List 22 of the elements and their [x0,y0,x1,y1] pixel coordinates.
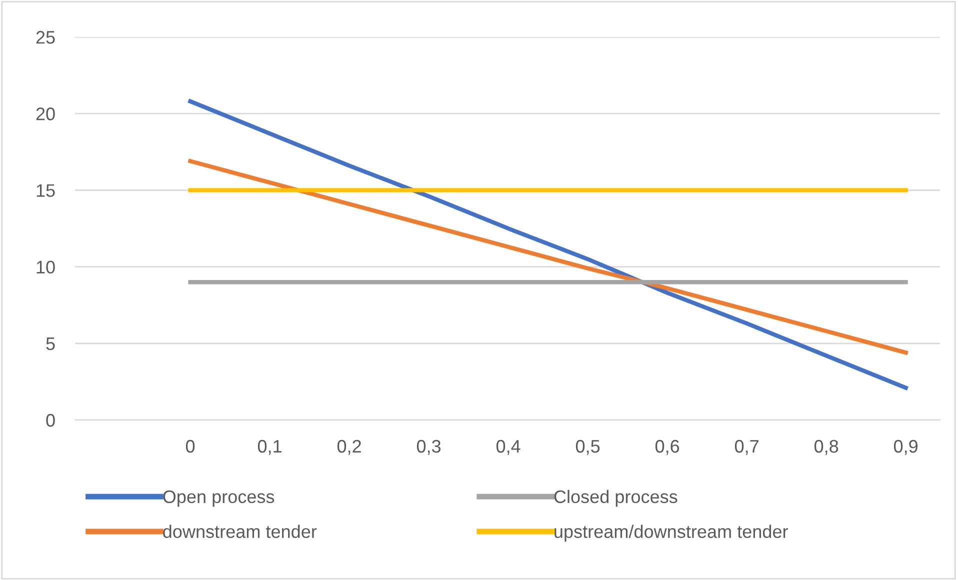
x-tick-label: 0,1 [258,440,282,455]
y-tick-label: 5 [46,338,55,350]
x-tick-label: 0,8 [814,440,838,455]
x-tick-label: 0,6 [655,440,680,455]
legend-label: Open process [163,490,274,507]
line-series [188,159,908,355]
legend-label: upstream/downstream tender [554,524,788,542]
x-tick-label: 0,4 [496,440,520,455]
y-tick-label: 20 [36,108,55,120]
x-tick-label: 0 [186,440,195,453]
line-series [188,99,908,390]
y-tick-label: 10 [36,260,55,274]
y-tick-label: 0 [46,414,55,427]
x-tick-label: 0,7 [734,440,758,455]
y-tick-label: 15 [36,184,55,197]
legend-label: Closed process [554,490,678,507]
x-tick-label: 0,5 [576,440,600,455]
y-tick-label: 25 [36,30,55,44]
legend-label: downstream tender [163,524,317,538]
x-tick-label: 0,2 [337,440,361,455]
x-tick-label: 0,9 [894,440,918,455]
x-tick-label: 0,3 [416,440,441,455]
